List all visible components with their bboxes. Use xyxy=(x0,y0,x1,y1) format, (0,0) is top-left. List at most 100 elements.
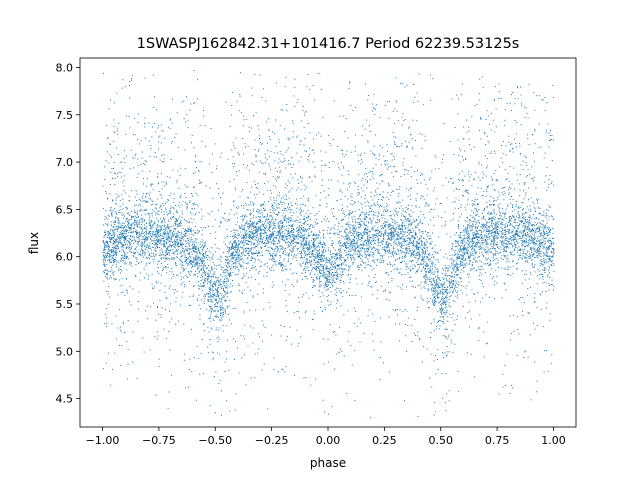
scatter-point xyxy=(283,235,285,236)
scatter-point xyxy=(195,248,197,250)
scatter-point xyxy=(203,284,205,286)
scatter-point xyxy=(217,301,219,303)
scatter-point xyxy=(354,251,356,253)
scatter-point xyxy=(115,251,117,253)
scatter-point xyxy=(151,215,153,217)
scatter-point xyxy=(165,209,167,211)
scatter-point xyxy=(276,207,278,209)
scatter-point xyxy=(163,218,164,220)
scatter-point xyxy=(315,248,317,250)
scatter-point xyxy=(156,217,158,219)
scatter-point xyxy=(104,258,106,260)
scatter-point xyxy=(268,236,270,238)
scatter-point xyxy=(226,267,228,269)
scatter-point xyxy=(405,241,407,242)
scatter-point xyxy=(148,248,150,250)
scatter-point xyxy=(541,243,543,245)
scatter-point xyxy=(512,229,514,231)
scatter-point xyxy=(454,284,456,286)
scatter-point xyxy=(457,244,459,246)
scatter-point xyxy=(199,246,201,248)
scatter-point xyxy=(257,239,259,241)
scatter-point xyxy=(465,247,466,249)
scatter-point xyxy=(523,231,525,233)
scatter-point xyxy=(428,300,430,302)
scatter-point xyxy=(167,227,169,229)
scatter-point xyxy=(281,235,283,237)
scatter-point xyxy=(301,228,302,230)
scatter-point xyxy=(463,252,465,254)
scatter-point xyxy=(392,231,394,233)
scatter-point xyxy=(277,243,278,245)
scatter-point xyxy=(316,277,318,279)
scatter-point xyxy=(199,257,201,259)
scatter-point xyxy=(269,253,271,255)
scatter-point xyxy=(386,224,388,226)
scatter-point xyxy=(553,249,555,251)
scatter-point xyxy=(223,307,225,309)
scatter-point xyxy=(467,240,469,242)
scatter-point xyxy=(379,232,381,233)
scatter-point xyxy=(443,279,445,280)
scatter-point xyxy=(550,229,552,231)
scatter-point xyxy=(191,241,193,243)
scatter-point xyxy=(451,258,453,260)
scatter-point xyxy=(139,221,141,223)
scatter-point xyxy=(391,231,393,233)
scatter-point xyxy=(465,229,467,231)
scatter-point xyxy=(429,243,431,245)
scatter-point xyxy=(204,274,206,276)
scatter-point xyxy=(155,214,157,216)
scatter-point xyxy=(150,239,152,240)
scatter-point xyxy=(541,262,543,264)
scatter-point xyxy=(347,206,349,208)
scatter-point xyxy=(124,244,126,246)
scatter-point xyxy=(502,223,504,225)
scatter-point xyxy=(254,252,256,254)
scatter-point xyxy=(259,236,261,238)
scatter-point xyxy=(368,241,370,243)
scatter-point xyxy=(468,246,469,248)
scatter-point xyxy=(224,301,226,302)
scatter-point xyxy=(537,236,539,238)
scatter-point xyxy=(159,252,161,254)
scatter-point xyxy=(302,247,304,249)
scatter-point xyxy=(497,231,499,233)
scatter-point xyxy=(345,232,347,234)
scatter-point xyxy=(469,222,471,224)
scatter-point xyxy=(175,248,177,250)
scatter-point xyxy=(195,258,197,260)
scatter-point xyxy=(495,226,497,228)
scatter-point xyxy=(527,221,529,223)
scatter-point xyxy=(307,217,309,219)
scatter-point xyxy=(111,252,112,254)
scatter-point xyxy=(423,237,425,239)
scatter-point xyxy=(459,261,461,263)
scatter-point xyxy=(197,256,199,258)
scatter-point xyxy=(524,246,525,248)
scatter-point xyxy=(300,231,301,233)
scatter-point xyxy=(446,300,448,302)
scatter-point xyxy=(271,207,273,209)
scatter-point xyxy=(174,242,176,243)
scatter-point xyxy=(542,247,544,249)
scatter-point xyxy=(195,256,197,258)
scatter-point xyxy=(142,221,144,223)
scatter-point xyxy=(126,231,128,233)
scatter-point xyxy=(380,198,382,200)
scatter-point xyxy=(438,278,440,280)
scatter-point xyxy=(291,236,293,237)
scatter-point xyxy=(315,255,317,257)
scatter-point xyxy=(485,224,487,226)
scatter-point xyxy=(524,225,526,227)
scatter-point xyxy=(308,248,310,250)
scatter-point xyxy=(525,257,527,259)
scatter-point xyxy=(189,226,191,228)
scatter-point xyxy=(432,273,434,275)
scatter-point xyxy=(141,217,143,219)
scatter-point xyxy=(199,263,201,264)
scatter-point xyxy=(160,235,162,236)
scatter-point xyxy=(118,212,119,213)
scatter-point xyxy=(468,273,470,275)
scatter-point xyxy=(242,252,244,254)
